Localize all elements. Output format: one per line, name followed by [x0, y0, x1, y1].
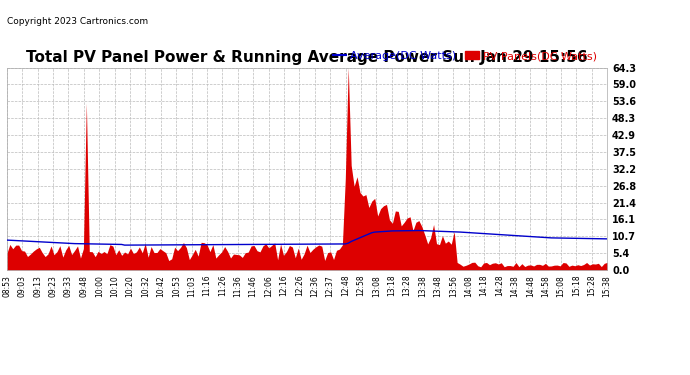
Title: Total PV Panel Power & Running Average Power Sun Jan 29 15:56: Total PV Panel Power & Running Average P…: [26, 50, 588, 65]
Text: Copyright 2023 Cartronics.com: Copyright 2023 Cartronics.com: [7, 17, 148, 26]
Legend: Average(DC Watts), PV Panels(DC Watts): Average(DC Watts), PV Panels(DC Watts): [328, 47, 602, 66]
